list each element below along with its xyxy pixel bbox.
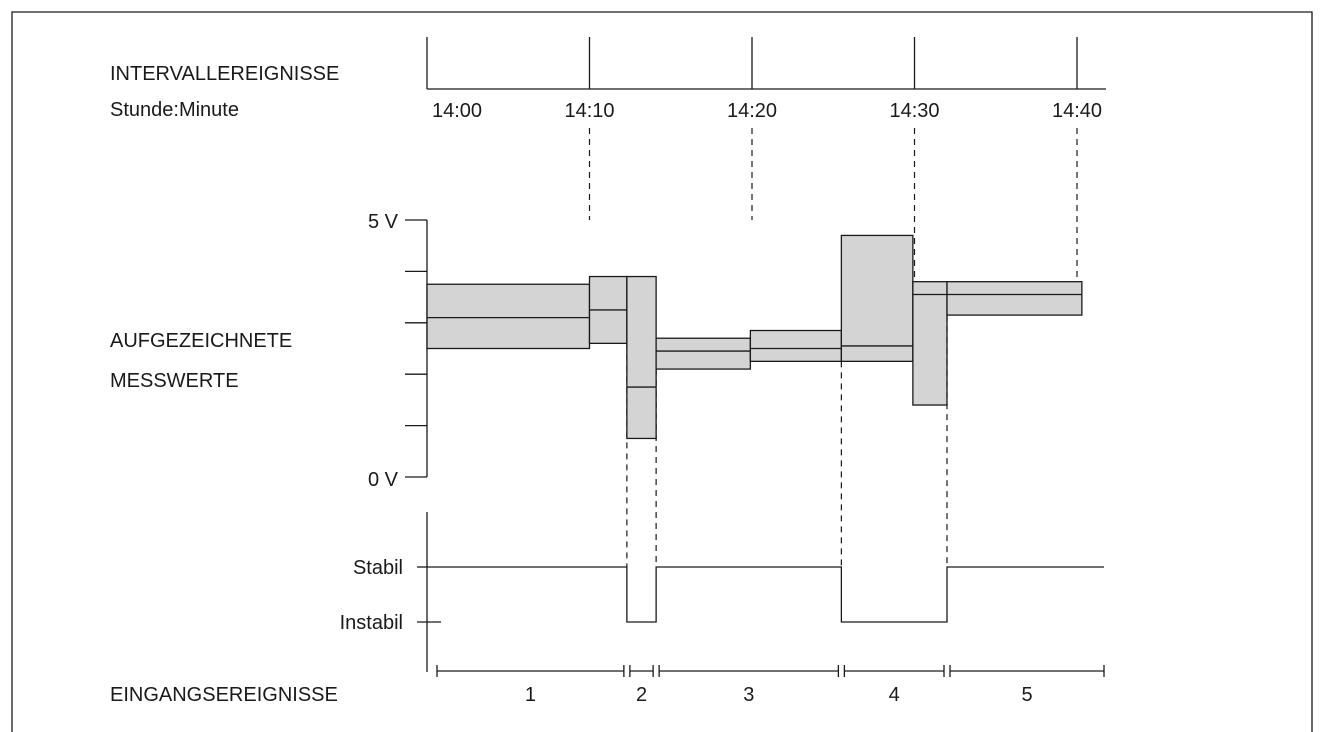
state-signal xyxy=(427,566,1104,623)
measurement-box xyxy=(840,234,914,362)
measurement-box xyxy=(912,281,948,406)
measurement-box xyxy=(946,281,1083,316)
frame xyxy=(11,11,1313,732)
event-label: 2 xyxy=(636,684,647,706)
volt-max-label: 5 V xyxy=(368,211,399,233)
event-label: 3 xyxy=(743,684,754,706)
event-label: 5 xyxy=(1021,684,1032,706)
time-tick-label: 14:40 xyxy=(1052,100,1102,122)
recorded-values-label-line2: MESSWERTE xyxy=(110,370,239,392)
time-tick-label: 14:30 xyxy=(889,100,939,122)
event-label: 1 xyxy=(525,684,536,706)
event-label: 4 xyxy=(889,684,900,706)
measurement-box xyxy=(749,329,843,363)
measurement-box xyxy=(626,275,657,440)
time-tick-label: 14:00 xyxy=(432,100,482,122)
recorded-values-label-line1: AUFGEZEICHNETE xyxy=(110,330,292,352)
interval-events-label: INTERVALLEREIGNISSE xyxy=(110,63,339,85)
dynamic-layer: 14:00 14:10 14:20 14:30 14:40 1 2 3 4 5 xyxy=(405,37,1105,706)
volt-min-label: 0 V xyxy=(368,469,399,491)
time-unit-label: Stunde:Minute xyxy=(110,99,239,121)
time-tick-label: 14:10 xyxy=(564,100,614,122)
measurement-box xyxy=(655,337,752,370)
time-tick-label: 14:20 xyxy=(727,100,777,122)
state-stable-label: Stabil xyxy=(353,557,403,579)
measurement-box xyxy=(426,283,591,350)
state-unstable-label: Instabil xyxy=(340,612,403,634)
input-events-label: EINGANGSEREIGNISSE xyxy=(110,684,338,706)
